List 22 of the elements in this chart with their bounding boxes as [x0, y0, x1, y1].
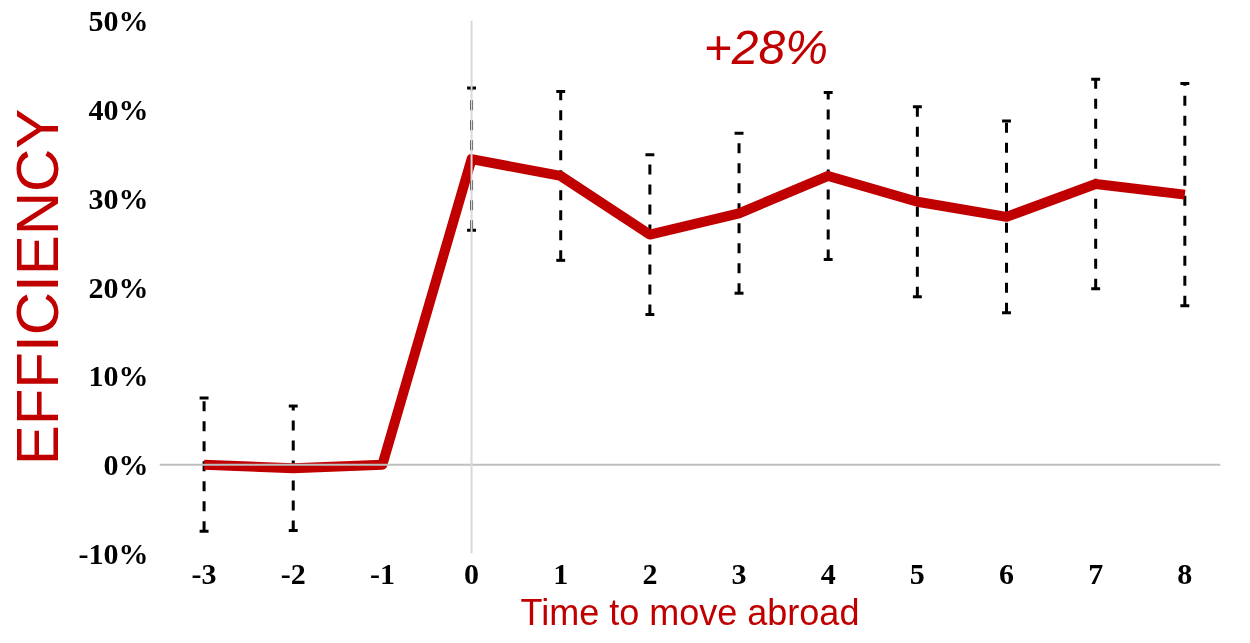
- x-tick-label: 6: [999, 556, 1015, 590]
- x-tick-label: 5: [909, 556, 925, 590]
- y-tick-label: -10%: [78, 537, 149, 570]
- y-tick-label: 20%: [88, 270, 149, 304]
- annotation: +28%: [703, 20, 828, 74]
- x-tick-label: -2: [280, 556, 306, 590]
- x-tick-label: -1: [369, 556, 395, 590]
- x-tick-label: 8: [1177, 556, 1193, 590]
- y-tick-label: 50%: [88, 4, 149, 37]
- x-tick-label: 0: [464, 556, 480, 590]
- x-tick-label: 1: [553, 556, 569, 590]
- y-tick-label: 10%: [88, 359, 149, 393]
- y-tick-label: 0%: [103, 448, 149, 482]
- x-tick-label: 4: [820, 556, 836, 590]
- y-axis-title: EFFICIENCY: [3, 108, 71, 466]
- x-tick-label: 3: [731, 556, 747, 590]
- x-axis-title: Time to move abroad: [520, 591, 860, 633]
- y-tick-label: 40%: [88, 92, 149, 126]
- y-tick-label: 30%: [88, 181, 149, 215]
- x-tick-label: -3: [191, 556, 217, 590]
- x-tick-label: 7: [1088, 556, 1104, 590]
- x-tick-label: 2: [642, 556, 658, 590]
